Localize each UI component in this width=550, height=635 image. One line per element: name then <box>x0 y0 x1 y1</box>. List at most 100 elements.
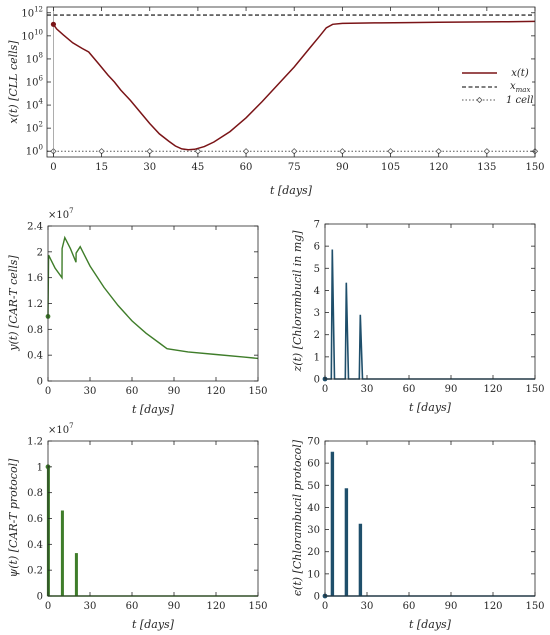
y-axis-label: ψ(t) [CAR-T protocol] <box>7 458 20 577</box>
y-tick-label: 1 <box>314 352 320 363</box>
series-line-y <box>47 235 259 360</box>
x-tick-label: 0 <box>50 162 56 173</box>
x-axis-label: t [days] <box>270 184 313 197</box>
y-tick-label: 2.4 <box>27 222 43 233</box>
panel-cart-cells: 0 30 60 90 120 150 0 0.4 0.8 1.2 1.6 2 2.4 ×107 t [… <box>7 207 268 416</box>
y-tick-label: 2 <box>37 247 43 258</box>
x-tick-label: 150 <box>525 601 544 612</box>
plot-frame <box>47 440 259 597</box>
y-multiplier: ×107 <box>48 422 74 436</box>
series-line-z <box>325 249 535 380</box>
y-tick-label: 7 <box>314 220 320 231</box>
x-axis-label: t [days] <box>132 618 175 631</box>
y-tick-label: 0 <box>314 592 320 603</box>
x-tick-label: 90 <box>445 601 458 612</box>
y-tick-label: 0.6 <box>27 514 43 525</box>
y-tick-label: 1012 <box>21 5 43 19</box>
protocol-spike <box>358 523 363 597</box>
x-axis-label: t [days] <box>132 403 175 416</box>
x-tick-label: 120 <box>206 601 225 612</box>
protocol-spike <box>74 553 78 597</box>
x-tick-label: 30 <box>361 601 374 612</box>
y-tick-label: 50 <box>307 481 320 492</box>
plot-frame <box>324 223 536 380</box>
y-tick-label: 0.4 <box>27 351 43 362</box>
x-tick-label: 90 <box>445 384 458 395</box>
y-tick-label: 60 <box>307 459 320 470</box>
y-tick-label: 0.2 <box>27 566 43 577</box>
x-tick-label: 30 <box>84 386 97 397</box>
y-tick-label: 1010 <box>21 28 43 42</box>
x-tick-label: 0 <box>322 601 328 612</box>
x-tick-label: 30 <box>84 601 97 612</box>
y-tick-label: 20 <box>307 547 320 558</box>
x-tick-label: 105 <box>381 162 400 173</box>
y-tick-label: 0 <box>37 377 43 388</box>
x-tick-label: 60 <box>240 162 253 173</box>
x-tick-label: 150 <box>525 162 544 173</box>
legend-marker-diamond <box>476 96 483 104</box>
y-tick-label: 1 <box>37 462 43 473</box>
protocol-spike <box>60 510 64 597</box>
y-tick-label: 0 <box>37 592 43 603</box>
y-tick-label: 0.4 <box>27 540 43 551</box>
x-tick-label: 60 <box>403 601 416 612</box>
x-tick-label: 30 <box>143 162 156 173</box>
x-tick-label: 90 <box>168 601 181 612</box>
x-tick-label: 30 <box>361 384 374 395</box>
legend: x(t) xmax 1 cell <box>456 64 533 106</box>
x-tick-label: 135 <box>477 162 496 173</box>
x-tick-label: 150 <box>248 601 267 612</box>
x-tick-label: 90 <box>336 162 349 173</box>
y-tick-label: 10 <box>307 569 320 580</box>
x-tick-label: 150 <box>248 386 267 397</box>
x-tick-label: 60 <box>126 601 139 612</box>
y-tick-label: 2 <box>314 330 320 341</box>
x-tick-label: 45 <box>192 162 205 173</box>
x-tick-label: 120 <box>429 162 448 173</box>
start-marker <box>50 21 57 27</box>
panel-cll-cells: 0 15 30 45 60 75 90 105 120 135 150 100 102 104 106 10… <box>7 5 545 197</box>
x-tick-label: 120 <box>206 386 225 397</box>
panel-chlorambucil-protocol: 0 30 60 90 120 150 0 10 20 30 40 50 60 70 t [days] ϵ… <box>291 437 545 632</box>
y-tick-label: 106 <box>26 75 44 89</box>
y-tick-label: 1.6 <box>27 273 43 284</box>
y-tick-label: 0.8 <box>27 325 43 336</box>
y-tick-label: 70 <box>307 437 320 448</box>
plot-frame <box>47 225 259 382</box>
protocol-spike <box>330 451 335 597</box>
x-tick-label: 0 <box>45 386 51 397</box>
y-tick-label: 1.2 <box>27 437 43 448</box>
x-tick-label: 60 <box>403 384 416 395</box>
y-tick-label: 0 <box>314 375 320 386</box>
series-line-x <box>52 20 536 151</box>
panel-cart-protocol: 0 30 60 90 120 150 0 0.2 0.4 0.6 0.8 1 1.2 ×107 t [… <box>7 422 268 631</box>
x-tick-label: 15 <box>95 162 108 173</box>
plot-frame <box>324 440 536 597</box>
x-tick-label: 90 <box>168 386 181 397</box>
y-tick-label: 3 <box>314 308 320 319</box>
y-tick-label: 30 <box>307 525 320 536</box>
y-tick-label: 102 <box>26 121 43 135</box>
x-tick-label: 150 <box>525 384 544 395</box>
x-tick-label: 0 <box>45 601 51 612</box>
y-multiplier: ×107 <box>48 207 74 221</box>
x-tick-label: 0 <box>322 384 328 395</box>
y-tick-label: 5 <box>314 264 320 275</box>
y-tick-label: 4 <box>314 286 320 297</box>
legend-label-one-cell: 1 cell <box>506 95 533 106</box>
x-axis-label: t [days] <box>409 618 452 631</box>
y-tick-label: 1.2 <box>27 299 43 310</box>
y-axis-label: x(t) [CLL cells] <box>7 40 20 124</box>
x-tick-label: 120 <box>483 384 502 395</box>
x-tick-label: 75 <box>288 162 301 173</box>
x-tick-label: 120 <box>483 601 502 612</box>
legend-label-x: x(t) <box>511 68 529 79</box>
y-tick-label: 100 <box>26 144 43 158</box>
x-axis-label: t [days] <box>409 401 452 414</box>
y-axis-label: y(t) [CAR-T cells] <box>7 255 20 352</box>
y-tick-label: 0.8 <box>27 488 43 499</box>
y-tick-label: 108 <box>26 51 43 65</box>
protocol-spike <box>344 488 349 597</box>
